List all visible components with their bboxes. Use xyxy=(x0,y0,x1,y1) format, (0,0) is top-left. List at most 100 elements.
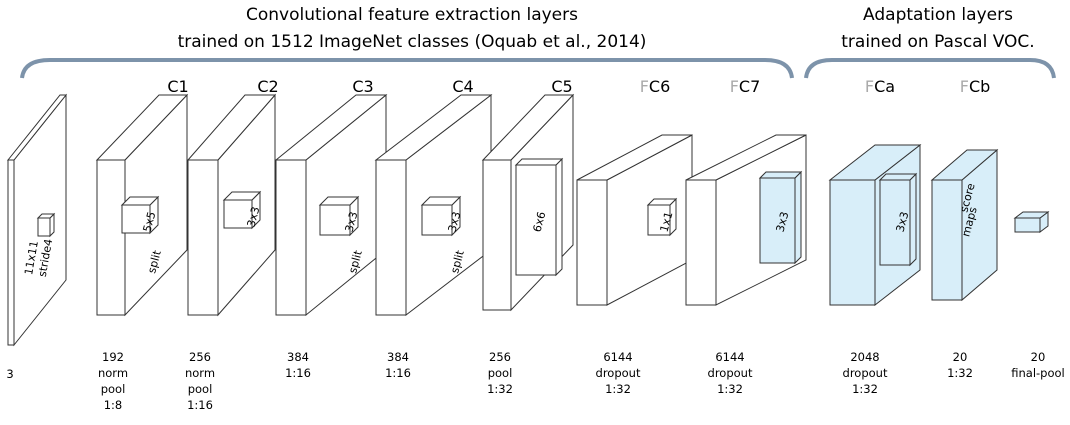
box-front xyxy=(319,204,351,236)
bracket-left xyxy=(20,58,794,79)
kernel-label: 5x5 xyxy=(141,210,159,233)
layer-name: FC6 xyxy=(640,77,671,96)
box-top xyxy=(878,173,918,181)
box-side xyxy=(794,170,802,265)
header-right-2: trained on Pascal VOC. xyxy=(841,32,1034,52)
box-top xyxy=(514,158,564,166)
layer-name-main: C7 xyxy=(739,77,760,96)
layer-name-main: Ca xyxy=(874,77,895,96)
layer-caption: 6144 xyxy=(715,350,744,364)
box-front xyxy=(7,159,15,346)
layer-caption: dropout xyxy=(843,366,888,380)
layer-caption: 192 xyxy=(102,350,124,364)
box-front xyxy=(421,204,453,236)
layer-caption: 1:16 xyxy=(385,366,411,380)
kernel-label: split xyxy=(448,248,467,274)
kernel-cube xyxy=(878,172,918,267)
layer-name-prefix: F xyxy=(865,77,874,96)
kernel-label: split xyxy=(145,248,164,274)
layer-caption: 20 xyxy=(1031,350,1046,364)
kernel-label: 3x3 xyxy=(894,210,912,233)
layer-name-main: C3 xyxy=(352,77,373,96)
layer-name-main: C6 xyxy=(649,77,670,96)
layer-caption: 3 xyxy=(6,367,13,381)
layer-name: FC7 xyxy=(730,77,761,96)
box-front xyxy=(375,159,407,316)
layer-name-prefix: F xyxy=(640,77,649,96)
layer-name: C3 xyxy=(352,77,373,96)
box-front xyxy=(1014,217,1041,233)
box-front xyxy=(647,204,671,236)
layer-caption: 384 xyxy=(387,350,409,364)
kernel-label: split xyxy=(346,248,365,274)
layer-caption: pool xyxy=(488,366,513,380)
box-front xyxy=(37,217,51,237)
kernel-cube xyxy=(646,197,678,237)
header-left-1: Convolutional feature extraction layers xyxy=(246,5,578,25)
layer-name-main: C4 xyxy=(452,77,473,96)
header-right-1: Adaptation layers xyxy=(863,5,1013,25)
kernel-cube xyxy=(36,212,56,238)
layer-name-main: C2 xyxy=(257,77,278,96)
kernel-label: 3x3 xyxy=(343,210,361,233)
kernel-label: 3x3 xyxy=(245,205,263,228)
box-front xyxy=(879,179,911,266)
layer-name: C1 xyxy=(167,77,188,96)
box-front xyxy=(96,159,126,316)
box-front xyxy=(685,179,717,306)
layer-caption: 2048 xyxy=(850,350,879,364)
layer-name: FCa xyxy=(865,77,895,96)
header-left-2: trained on 1512 ImageNet classes (Oquab … xyxy=(178,32,647,52)
kernel-cube xyxy=(420,195,462,237)
layer-name: C2 xyxy=(257,77,278,96)
layer-caption: 384 xyxy=(287,350,309,364)
kernel-label: 11x11 xyxy=(22,240,41,276)
layer-block xyxy=(6,93,68,347)
layer-caption: 1:16 xyxy=(285,366,311,380)
kernel-label: 6x6 xyxy=(531,210,549,233)
layer-caption: 1:32 xyxy=(487,382,513,396)
layer-caption: pool xyxy=(101,382,126,396)
layer-caption: norm xyxy=(98,366,128,380)
layer-caption: 256 xyxy=(489,350,511,364)
layer-caption: 1:8 xyxy=(104,398,123,412)
layer-block xyxy=(1013,211,1050,233)
layer-caption: 6144 xyxy=(603,350,632,364)
kernel-cube xyxy=(514,157,564,277)
box-front xyxy=(121,204,151,234)
layer-name: C4 xyxy=(452,77,473,96)
layer-caption: 256 xyxy=(189,350,211,364)
box-side xyxy=(555,157,563,277)
layer-block xyxy=(274,93,388,317)
kernel-label: 1x1 xyxy=(658,210,676,233)
layer-caption: norm xyxy=(185,366,215,380)
kernel-label: 3x3 xyxy=(774,210,792,233)
layer-caption: 1:32 xyxy=(947,366,973,380)
box-front xyxy=(829,179,876,306)
layer-name-main: C5 xyxy=(551,77,572,96)
layer-name-main: Cb xyxy=(969,77,990,96)
box-front xyxy=(482,159,512,311)
layer-caption: 1:32 xyxy=(605,382,631,396)
box-front xyxy=(275,159,307,316)
layer-caption: dropout xyxy=(708,366,753,380)
box-front xyxy=(576,179,608,306)
layer-caption: 20 xyxy=(953,350,968,364)
box-front xyxy=(931,179,963,301)
kernel-label: 3x3 xyxy=(446,210,464,233)
layer-name: C5 xyxy=(551,77,572,96)
layer-name-prefix: F xyxy=(960,77,969,96)
layer-caption: 1:32 xyxy=(717,382,743,396)
kernel-cube xyxy=(222,190,262,230)
layer-caption: 1:16 xyxy=(187,398,213,412)
box-top xyxy=(758,171,803,179)
kernel-cube xyxy=(758,170,803,265)
layer-name-prefix: F xyxy=(730,77,739,96)
layer-caption: pool xyxy=(188,382,213,396)
layer-caption: final-pool xyxy=(1011,366,1065,380)
box-front xyxy=(187,159,219,316)
layer-name: FCb xyxy=(960,77,991,96)
kernel-cube xyxy=(120,195,160,235)
kernel-cube xyxy=(318,195,360,237)
box-front xyxy=(515,164,557,276)
